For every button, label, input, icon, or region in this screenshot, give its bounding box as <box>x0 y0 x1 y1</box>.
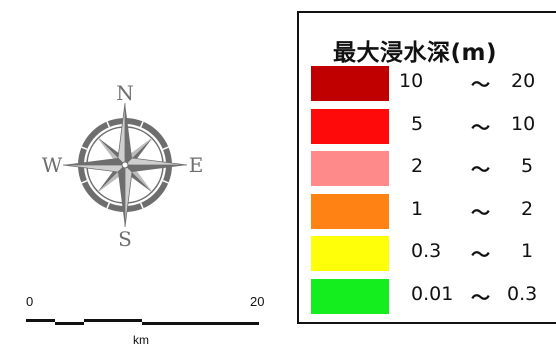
scale-bar-end-label: 20 <box>250 294 264 309</box>
compass-west-label: W <box>42 153 63 177</box>
scale-bar-start-label: 0 <box>26 294 33 309</box>
legend-range-max: 10 <box>511 113 536 135</box>
legend-range-max: 0.3 <box>507 283 538 305</box>
legend-swatch <box>311 236 389 271</box>
legend-range-max: 2 <box>521 198 534 220</box>
compass-north-label: N <box>116 81 134 105</box>
compass-rose-graphic <box>62 102 188 228</box>
legend-row: 0.01 〜 0.3 <box>311 279 556 319</box>
legend-swatch <box>311 279 389 314</box>
legend-range-separator: 〜 <box>471 244 491 266</box>
legend-range-min: 10 <box>399 70 424 92</box>
legend-row: 2 〜 5 <box>311 151 556 191</box>
legend-range-separator: 〜 <box>471 287 491 309</box>
legend-row: 1 〜 2 <box>311 194 556 234</box>
legend-range-min: 1 <box>411 198 424 220</box>
legend-range-min: 2 <box>411 155 424 177</box>
legend-swatch <box>311 151 389 186</box>
legend-range-separator: 〜 <box>471 202 491 224</box>
scale-bar-unit-label: km <box>133 333 149 347</box>
legend-row: 10 〜 20 <box>311 66 556 106</box>
legend-swatch <box>311 194 389 229</box>
compass-south-label: S <box>118 227 132 251</box>
scale-bar: 0 20 km <box>26 294 264 347</box>
legend-range-min: 5 <box>411 113 424 135</box>
compass-east-label: E <box>189 153 204 177</box>
scale-bar-segments <box>26 319 259 325</box>
legend-range-separator: 〜 <box>471 74 491 96</box>
legend-range-separator: 〜 <box>471 159 491 181</box>
legend-row: 5 〜 10 <box>311 109 556 149</box>
legend-swatch <box>311 66 389 101</box>
legend-range-max: 5 <box>521 155 534 177</box>
legend-row: 0.3 〜 1 <box>311 236 556 276</box>
legend-title: 最大浸水深(m) <box>333 40 497 66</box>
legend-swatch <box>311 109 389 144</box>
legend-range-min: 0.01 <box>411 283 454 305</box>
legend-range-separator: 〜 <box>471 117 491 139</box>
legend-range-max: 20 <box>511 70 536 92</box>
flood-depth-legend: 最大浸水深(m) 10 〜 20 5 〜 10 2 〜 5 1 〜 2 0.3 … <box>297 11 556 324</box>
compass-rose-icon: N S W E <box>42 81 204 251</box>
legend-range-min: 0.3 <box>411 240 442 262</box>
legend-range-max: 1 <box>521 240 534 262</box>
